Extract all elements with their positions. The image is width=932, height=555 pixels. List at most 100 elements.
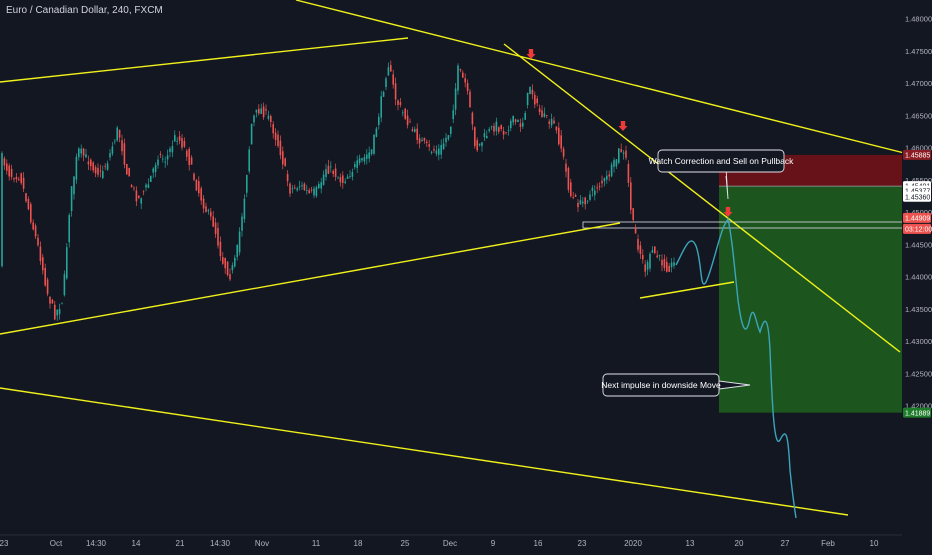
candle-body [534,94,536,105]
candle-body [670,262,673,268]
candle-body [615,159,618,167]
candle-body [116,127,118,141]
price-badge-label: 1.44909 [905,215,930,222]
candle-body [70,186,73,212]
candle-body [351,172,354,177]
candle-body [80,148,82,154]
candle-body [22,177,25,189]
y-axis-panel [902,0,932,550]
candle-body [164,161,166,163]
candle-body [505,132,507,133]
candle-body [622,152,625,154]
candle-body [498,127,500,132]
candle-body [529,86,531,95]
candle-body [385,78,387,88]
candle-body [457,65,459,91]
candle-body [565,163,567,172]
candle-body [106,163,109,170]
candle-body [234,257,236,267]
candle-body [159,154,162,155]
candle-body [630,182,632,210]
price-badge-take-profit [903,407,931,418]
support-trendline [0,222,621,335]
candle-body [250,123,253,145]
candle-body [152,168,154,173]
candle-body [20,173,22,184]
candle-body [147,184,150,188]
candle-body [49,296,51,304]
candle-body [85,154,87,158]
candle-body [241,216,243,231]
candle-body [255,109,258,113]
candle-body [603,178,606,182]
x-tick-label: 23 [0,539,9,548]
correction-callout-text: Watch Correction and Sell on Pullback [649,156,794,166]
candle-body [3,158,6,166]
candle-body [366,154,368,159]
candle-body [502,130,505,135]
candle-body [282,151,284,165]
candle-body [346,176,349,179]
candle-body [286,173,289,182]
candle-body [138,195,140,198]
y-tick-label: 1.47500 [905,47,932,56]
candle-body [380,96,382,118]
price-badge-level [903,191,931,202]
candle-body [402,112,404,114]
candle-body [169,148,171,152]
candle-body [111,146,114,154]
y-tick-label: 1.46500 [905,111,932,120]
correction-callout-pointer [725,167,729,200]
y-tick-label: 1.44500 [905,240,932,249]
candle-body [656,255,658,258]
candle-body [476,140,478,151]
candle-body [349,176,351,177]
candle-body [459,69,462,71]
y-tick-label: 1.46000 [905,144,932,153]
candle-body [433,149,435,151]
y-tick-label: 1.43500 [905,305,932,314]
candle-body [567,168,570,190]
candle-body [219,241,222,257]
x-tick-label: 25 [401,539,410,548]
candle-body [13,178,15,180]
candle-body [320,182,322,189]
x-tick-label: Nov [255,539,269,548]
chart-title: Euro / Canadian Dollar, 240, FXCM [6,5,163,16]
candle-body [140,198,142,204]
x-tick-label: 10 [870,539,879,548]
candle-body [171,146,174,153]
candle-body [142,191,145,193]
candle-body [121,140,123,152]
sell-signal-arrow-2 [618,121,628,131]
x-tick-label: 18 [354,539,363,548]
candle-body [536,98,538,104]
candle-body [145,184,147,188]
candle-body [126,163,128,175]
descending-resistance-line [295,0,932,161]
candle-body [466,82,469,91]
candle-body [231,265,234,271]
y-tick-label: 1.45500 [905,176,932,185]
candle-body [471,112,474,125]
sell-signal-arrow-1 [526,49,536,59]
candle-body [32,222,34,230]
candle-body [260,108,262,114]
y-tick-label: 1.44000 [905,273,932,282]
candle-body [452,110,454,120]
x-tick-label: 23 [578,539,587,548]
candle-body [546,115,548,116]
candle-body [253,115,255,123]
x-tick-label: 14 [132,539,141,548]
candle-body [342,175,344,183]
candle-body [162,158,164,160]
candle-body [313,188,315,196]
candle-body [8,165,10,177]
candle-body [644,264,646,272]
candle-body [178,136,181,141]
candle-body [238,231,241,253]
candle-body [37,237,39,246]
candle-body [531,89,534,95]
